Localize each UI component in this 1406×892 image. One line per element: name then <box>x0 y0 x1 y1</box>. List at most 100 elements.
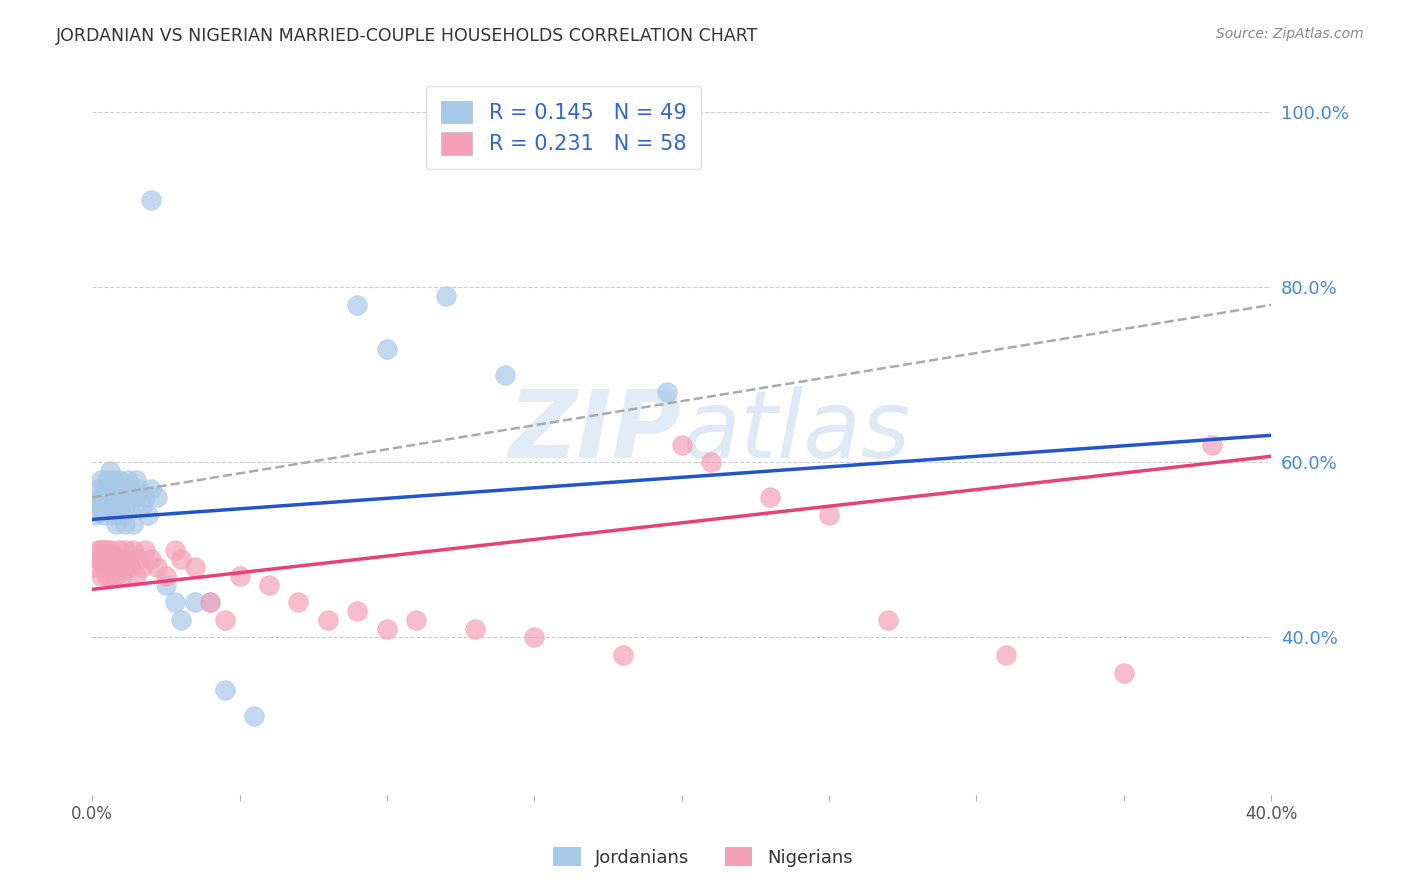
Point <box>375 622 398 636</box>
Point <box>612 648 634 662</box>
Point <box>87 482 110 496</box>
Point <box>111 482 134 496</box>
Point <box>994 648 1017 662</box>
Point <box>93 508 115 522</box>
Point <box>104 569 127 583</box>
Point <box>131 560 153 574</box>
Point <box>111 508 134 522</box>
Point <box>111 491 134 505</box>
Point <box>131 499 153 513</box>
Point <box>101 551 124 566</box>
Point <box>114 516 136 531</box>
Point <box>117 473 139 487</box>
Point <box>243 709 266 723</box>
Point <box>198 595 221 609</box>
Point <box>98 499 121 513</box>
Point <box>111 551 134 566</box>
Point <box>169 613 191 627</box>
Point <box>122 516 145 531</box>
Point <box>96 543 118 558</box>
Point <box>136 508 159 522</box>
Text: JORDANIAN VS NIGERIAN MARRIED-COUPLE HOUSEHOLDS CORRELATION CHART: JORDANIAN VS NIGERIAN MARRIED-COUPLE HOU… <box>56 27 759 45</box>
Point <box>107 491 129 505</box>
Point <box>287 595 309 609</box>
Point <box>155 578 177 592</box>
Point <box>98 482 121 496</box>
Point <box>146 560 169 574</box>
Point <box>523 631 546 645</box>
Point <box>134 491 156 505</box>
Point <box>104 482 127 496</box>
Point <box>114 560 136 574</box>
Point <box>125 473 148 487</box>
Point <box>671 438 693 452</box>
Point <box>125 491 148 505</box>
Point <box>101 560 124 574</box>
Point <box>346 298 368 312</box>
Point <box>98 569 121 583</box>
Point <box>96 499 118 513</box>
Point <box>139 482 162 496</box>
Point <box>405 613 427 627</box>
Point <box>134 543 156 558</box>
Point <box>655 385 678 400</box>
Point <box>114 543 136 558</box>
Point <box>228 569 250 583</box>
Point <box>214 683 236 698</box>
Point <box>93 482 115 496</box>
Point <box>155 569 177 583</box>
Point <box>101 473 124 487</box>
Point <box>128 551 150 566</box>
Point <box>111 569 134 583</box>
Point <box>104 516 127 531</box>
Point <box>90 499 112 513</box>
Legend: R = 0.145   N = 49, R = 0.231   N = 58: R = 0.145 N = 49, R = 0.231 N = 58 <box>426 87 702 169</box>
Point <box>464 622 486 636</box>
Point <box>117 551 139 566</box>
Point <box>169 551 191 566</box>
Point <box>818 508 841 522</box>
Point <box>346 604 368 618</box>
Point <box>184 560 207 574</box>
Point <box>107 560 129 574</box>
Point <box>84 508 107 522</box>
Point <box>104 551 127 566</box>
Point <box>146 491 169 505</box>
Point <box>163 595 186 609</box>
Point <box>101 508 124 522</box>
Point <box>90 551 112 566</box>
Point <box>1201 438 1223 452</box>
Point <box>759 491 782 505</box>
Point <box>139 193 162 207</box>
Point <box>877 613 900 627</box>
Point <box>117 491 139 505</box>
Point <box>96 491 118 505</box>
Point <box>90 491 112 505</box>
Point <box>163 543 186 558</box>
Point <box>90 543 112 558</box>
Point <box>87 543 110 558</box>
Point <box>87 551 110 566</box>
Point <box>93 560 115 574</box>
Point <box>257 578 280 592</box>
Point <box>87 499 110 513</box>
Point <box>84 560 107 574</box>
Point <box>96 560 118 574</box>
Point <box>96 569 118 583</box>
Point <box>122 543 145 558</box>
Legend: Jordanians, Nigerians: Jordanians, Nigerians <box>547 840 859 874</box>
Point <box>120 560 142 574</box>
Point <box>93 551 115 566</box>
Point <box>93 491 115 505</box>
Point <box>90 473 112 487</box>
Text: Source: ZipAtlas.com: Source: ZipAtlas.com <box>1216 27 1364 41</box>
Point <box>107 473 129 487</box>
Point <box>434 289 457 303</box>
Text: atlas: atlas <box>682 386 910 477</box>
Point <box>120 499 142 513</box>
Point <box>375 342 398 356</box>
Point <box>98 551 121 566</box>
Point <box>104 499 127 513</box>
Point <box>128 482 150 496</box>
Point <box>184 595 207 609</box>
